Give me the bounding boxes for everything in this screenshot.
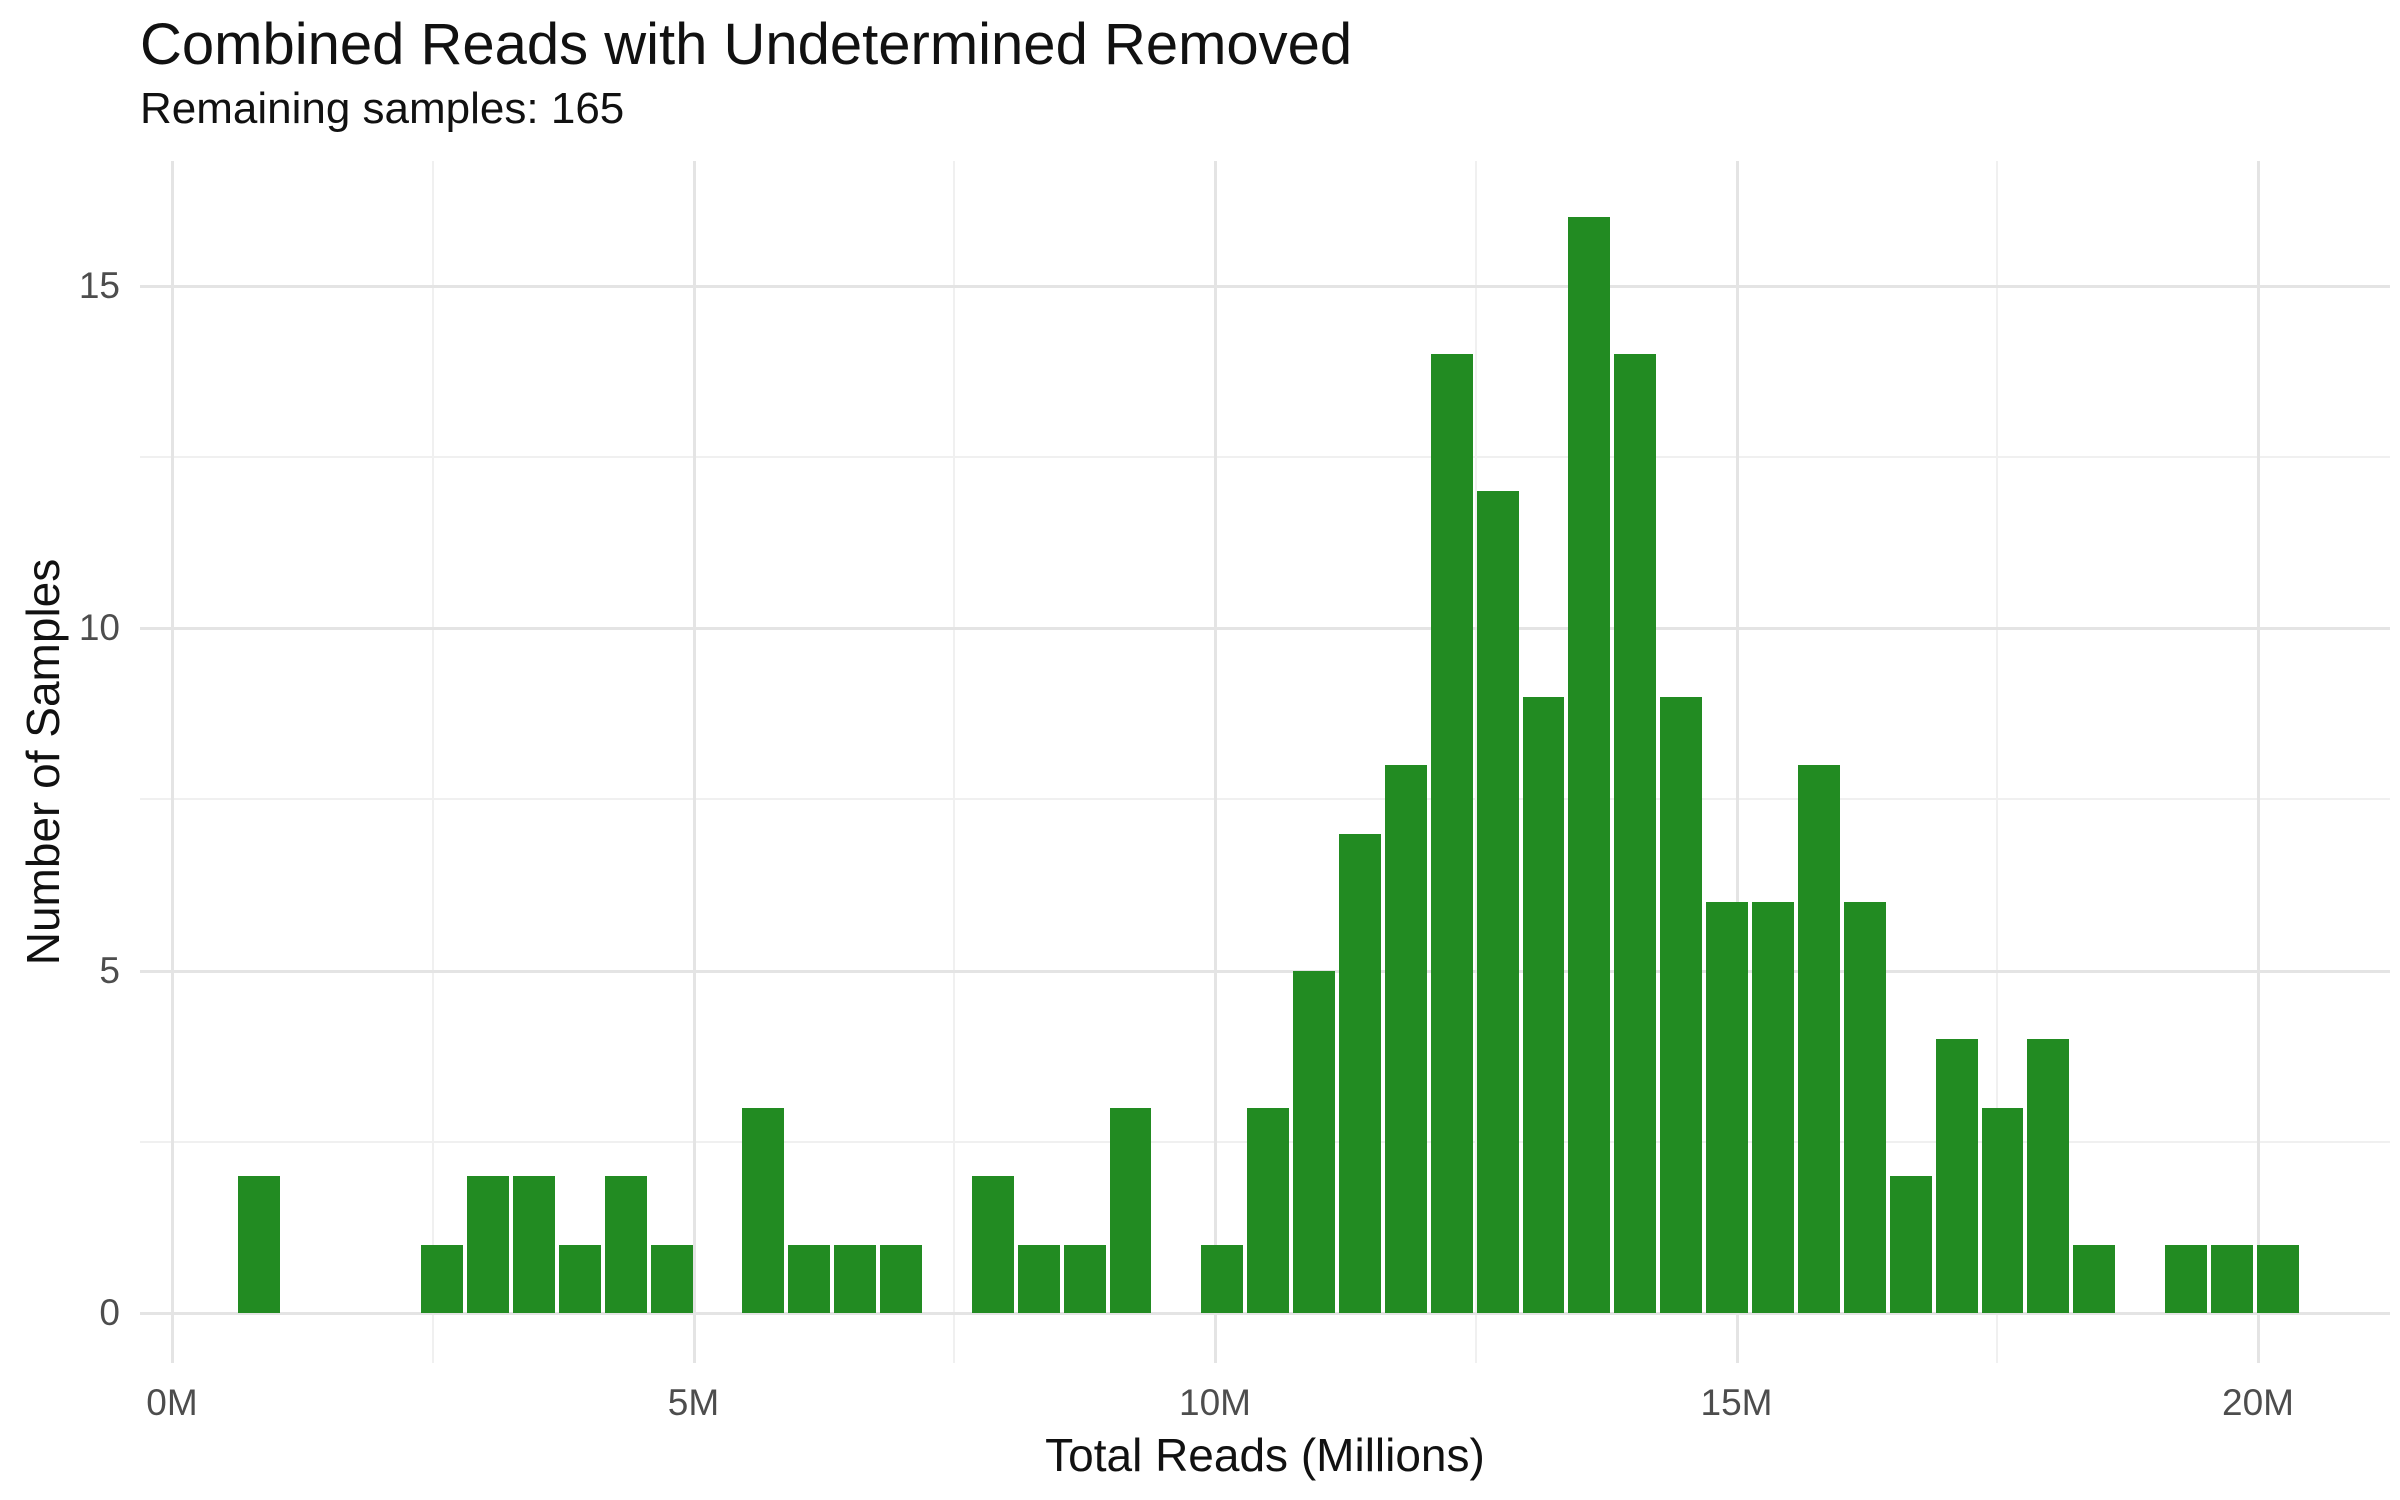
histogram-bar <box>1063 1244 1106 1313</box>
histogram-bar <box>2256 1244 2299 1313</box>
y-minor-gridline <box>140 455 2390 458</box>
histogram-bar <box>237 1176 280 1313</box>
histogram-bar <box>1660 696 1703 1313</box>
histogram-bar <box>1293 970 1336 1313</box>
histogram-bar <box>604 1176 647 1313</box>
histogram-bar <box>788 1244 831 1313</box>
histogram-bar <box>2073 1244 2116 1313</box>
histogram-bar <box>880 1244 922 1313</box>
histogram-bar <box>1109 1107 1152 1313</box>
x-major-gridline <box>1735 161 1739 1363</box>
x-tick-label: 0M <box>146 1382 198 1423</box>
histogram-bar <box>834 1244 877 1313</box>
x-major-gridline <box>2257 161 2260 1363</box>
histogram-bar <box>467 1176 509 1313</box>
histogram-bar <box>421 1244 464 1313</box>
histogram-bar <box>1384 765 1427 1313</box>
histogram-bar <box>2027 1039 2070 1313</box>
x-tick-label: 15M <box>1700 1382 1773 1423</box>
plot-panel <box>140 161 2390 1363</box>
histogram-bar <box>512 1176 555 1313</box>
x-tick-label: 20M <box>2222 1382 2294 1423</box>
histogram-bar <box>1339 833 1381 1313</box>
x-tick-label: 10M <box>1179 1382 1251 1423</box>
x-major-gridline <box>692 161 696 1363</box>
x-axis-title: Total Reads (Millions) <box>1045 1429 1485 1481</box>
histogram-bar <box>971 1176 1014 1313</box>
histogram-bar <box>1247 1107 1290 1313</box>
histogram-bar <box>1935 1039 1978 1313</box>
histogram-bar <box>1797 765 1840 1313</box>
x-minor-gridline <box>953 161 956 1363</box>
x-tick-label: 5M <box>667 1382 720 1423</box>
x-minor-gridline <box>431 161 434 1363</box>
histogram-bar <box>650 1244 693 1313</box>
plot-title: Combined Reads with Undetermined Removed <box>140 12 1353 77</box>
y-tick-label: 10 <box>78 607 120 648</box>
histogram-bar <box>1568 217 1611 1313</box>
histogram-bar <box>1614 354 1657 1313</box>
histogram-bar <box>1889 1176 1932 1313</box>
plot-subtitle: Remaining samples: 165 <box>140 84 625 133</box>
histogram-bar <box>1430 354 1473 1313</box>
histogram-bar <box>2165 1244 2207 1313</box>
histogram-bar <box>1981 1107 2024 1313</box>
y-major-gridline <box>140 1312 2390 1315</box>
histogram-bar <box>1522 696 1565 1313</box>
histogram-bar <box>1017 1244 1060 1313</box>
y-major-gridline <box>140 969 2390 973</box>
histogram-bar <box>1706 902 1749 1313</box>
y-tick-label: 5 <box>99 949 120 991</box>
y-major-gridline <box>140 627 2390 630</box>
y-major-gridline <box>140 284 2390 288</box>
histogram-bar <box>742 1107 785 1313</box>
histogram-bar <box>558 1244 601 1313</box>
y-minor-gridline <box>140 798 2390 801</box>
histogram-bar <box>1476 491 1519 1313</box>
y-tick-label: 15 <box>78 264 120 306</box>
histogram-bar <box>1201 1244 1244 1313</box>
histogram-bar <box>1843 902 1886 1313</box>
x-minor-gridline <box>1996 161 1999 1363</box>
histogram-bar <box>1752 902 1794 1313</box>
x-major-gridline <box>1214 161 1217 1363</box>
x-minor-gridline <box>1474 161 1477 1363</box>
histogram-bar <box>2210 1244 2253 1313</box>
x-major-gridline <box>171 161 174 1363</box>
y-tick-label: 0 <box>99 1292 120 1333</box>
